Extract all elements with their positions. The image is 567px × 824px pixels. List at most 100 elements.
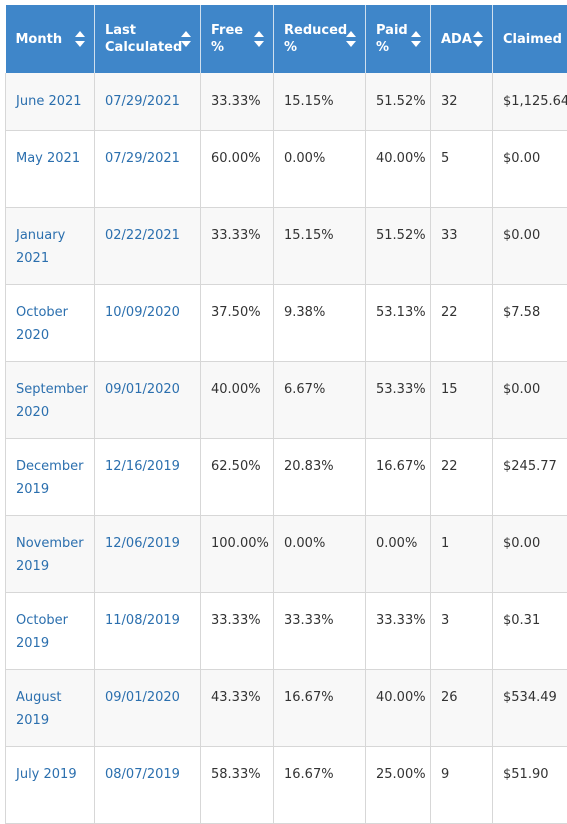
cell-free: 33.33% bbox=[201, 207, 274, 284]
column-header-label: ADA bbox=[441, 32, 472, 47]
cell-reduced: 20.83% bbox=[274, 438, 366, 515]
cell-paid: 51.52% bbox=[366, 207, 431, 284]
cell-claimed: $51.90 bbox=[493, 746, 567, 823]
column-header-free[interactable]: Free % bbox=[201, 5, 274, 73]
cell-ada: 15 bbox=[431, 361, 493, 438]
column-header-reduced[interactable]: Reduced % bbox=[274, 5, 366, 73]
cell-month: June 2021 bbox=[6, 73, 95, 130]
last-calculated-link[interactable]: 12/06/2019 bbox=[105, 536, 180, 551]
sort-icon bbox=[254, 31, 264, 47]
last-calculated-link[interactable]: 08/07/2019 bbox=[105, 767, 180, 782]
sort-icon bbox=[75, 31, 85, 47]
cell-reduced: 16.67% bbox=[274, 669, 366, 746]
cell-ada: 3 bbox=[431, 592, 493, 669]
table-row: June 2021 07/29/2021 33.33% 15.15% 51.52… bbox=[6, 73, 567, 130]
column-header-paid[interactable]: Paid % bbox=[366, 5, 431, 73]
cell-last-calculated: 12/06/2019 bbox=[95, 515, 201, 592]
month-link[interactable]: October 2019 bbox=[16, 613, 68, 651]
month-link[interactable]: June 2021 bbox=[16, 94, 82, 109]
column-header-label: Month bbox=[16, 32, 63, 47]
table-row: November 2019 12/06/2019 100.00% 0.00% 0… bbox=[6, 515, 567, 592]
table-body: June 2021 07/29/2021 33.33% 15.15% 51.52… bbox=[6, 73, 567, 823]
sort-icon bbox=[181, 31, 191, 47]
last-calculated-link[interactable]: 12/16/2019 bbox=[105, 459, 180, 474]
cell-month: November 2019 bbox=[6, 515, 95, 592]
sort-icon bbox=[473, 31, 483, 47]
cell-free: 33.33% bbox=[201, 592, 274, 669]
month-link[interactable]: August 2019 bbox=[16, 690, 62, 728]
cell-paid: 33.33% bbox=[366, 592, 431, 669]
cell-claimed: $534.49 bbox=[493, 669, 567, 746]
cell-last-calculated: 07/29/2021 bbox=[95, 73, 201, 130]
cell-month: January 2021 bbox=[6, 207, 95, 284]
column-header-month[interactable]: Month bbox=[6, 5, 95, 73]
cell-reduced: 9.38% bbox=[274, 284, 366, 361]
cell-ada: 33 bbox=[431, 207, 493, 284]
month-link[interactable]: November 2019 bbox=[16, 536, 84, 574]
column-header-label: Free % bbox=[211, 23, 243, 55]
cell-claimed: $7.58 bbox=[493, 284, 567, 361]
column-header-label: Last Calculated bbox=[105, 23, 182, 55]
column-header-label: Claimed bbox=[503, 32, 562, 47]
table-header: Month Last Calculated Free % Reduced % P… bbox=[6, 5, 567, 73]
table-row: July 2019 08/07/2019 58.33% 16.67% 25.00… bbox=[6, 746, 567, 823]
cell-ada: 5 bbox=[431, 130, 493, 207]
table-row: October 2019 11/08/2019 33.33% 33.33% 33… bbox=[6, 592, 567, 669]
cell-claimed: $0.00 bbox=[493, 207, 567, 284]
column-header-last-calculated[interactable]: Last Calculated bbox=[95, 5, 201, 73]
column-header-label: Paid % bbox=[376, 23, 408, 55]
last-calculated-link[interactable]: 09/01/2020 bbox=[105, 690, 180, 705]
cell-paid: 40.00% bbox=[366, 669, 431, 746]
cell-month: December 2019 bbox=[6, 438, 95, 515]
cell-paid: 0.00% bbox=[366, 515, 431, 592]
cell-free: 37.50% bbox=[201, 284, 274, 361]
cell-paid: 53.33% bbox=[366, 361, 431, 438]
cell-last-calculated: 09/01/2020 bbox=[95, 669, 201, 746]
cell-free: 62.50% bbox=[201, 438, 274, 515]
cell-claimed: $0.31 bbox=[493, 592, 567, 669]
table-row: May 2021 07/29/2021 60.00% 0.00% 40.00% … bbox=[6, 130, 567, 207]
month-link[interactable]: May 2021 bbox=[16, 151, 80, 166]
cell-ada: 26 bbox=[431, 669, 493, 746]
cell-claimed: $0.00 bbox=[493, 361, 567, 438]
month-link[interactable]: January 2021 bbox=[16, 228, 65, 266]
cell-free: 33.33% bbox=[201, 73, 274, 130]
cell-claimed: $0.00 bbox=[493, 130, 567, 207]
cell-last-calculated: 02/22/2021 bbox=[95, 207, 201, 284]
month-link[interactable]: October 2020 bbox=[16, 305, 68, 343]
cell-paid: 16.67% bbox=[366, 438, 431, 515]
cell-paid: 25.00% bbox=[366, 746, 431, 823]
cell-reduced: 6.67% bbox=[274, 361, 366, 438]
cell-month: August 2019 bbox=[6, 669, 95, 746]
cell-ada: 32 bbox=[431, 73, 493, 130]
column-header-ada[interactable]: ADA bbox=[431, 5, 493, 73]
table-row: September 2020 09/01/2020 40.00% 6.67% 5… bbox=[6, 361, 567, 438]
cell-month: May 2021 bbox=[6, 130, 95, 207]
cell-reduced: 15.15% bbox=[274, 73, 366, 130]
header-row: Month Last Calculated Free % Reduced % P… bbox=[6, 5, 567, 73]
month-link[interactable]: July 2019 bbox=[16, 767, 77, 782]
last-calculated-link[interactable]: 11/08/2019 bbox=[105, 613, 180, 628]
cell-free: 58.33% bbox=[201, 746, 274, 823]
cell-free: 60.00% bbox=[201, 130, 274, 207]
cell-reduced: 0.00% bbox=[274, 130, 366, 207]
last-calculated-link[interactable]: 09/01/2020 bbox=[105, 382, 180, 397]
cell-month: September 2020 bbox=[6, 361, 95, 438]
cell-free: 100.00% bbox=[201, 515, 274, 592]
cell-reduced: 16.67% bbox=[274, 746, 366, 823]
cell-reduced: 0.00% bbox=[274, 515, 366, 592]
table-row: October 2020 10/09/2020 37.50% 9.38% 53.… bbox=[6, 284, 567, 361]
last-calculated-link[interactable]: 10/09/2020 bbox=[105, 305, 180, 320]
cell-claimed: $1,125.64 bbox=[493, 73, 567, 130]
sort-icon bbox=[346, 31, 356, 47]
month-link[interactable]: December 2019 bbox=[16, 459, 83, 497]
last-calculated-link[interactable]: 07/29/2021 bbox=[105, 94, 180, 109]
column-header-claimed[interactable]: Claimed bbox=[493, 5, 567, 73]
cell-reduced: 33.33% bbox=[274, 592, 366, 669]
cell-last-calculated: 11/08/2019 bbox=[95, 592, 201, 669]
last-calculated-link[interactable]: 02/22/2021 bbox=[105, 228, 180, 243]
last-calculated-link[interactable]: 07/29/2021 bbox=[105, 151, 180, 166]
cell-claimed: $245.77 bbox=[493, 438, 567, 515]
month-link[interactable]: September 2020 bbox=[16, 382, 88, 420]
cell-ada: 22 bbox=[431, 438, 493, 515]
